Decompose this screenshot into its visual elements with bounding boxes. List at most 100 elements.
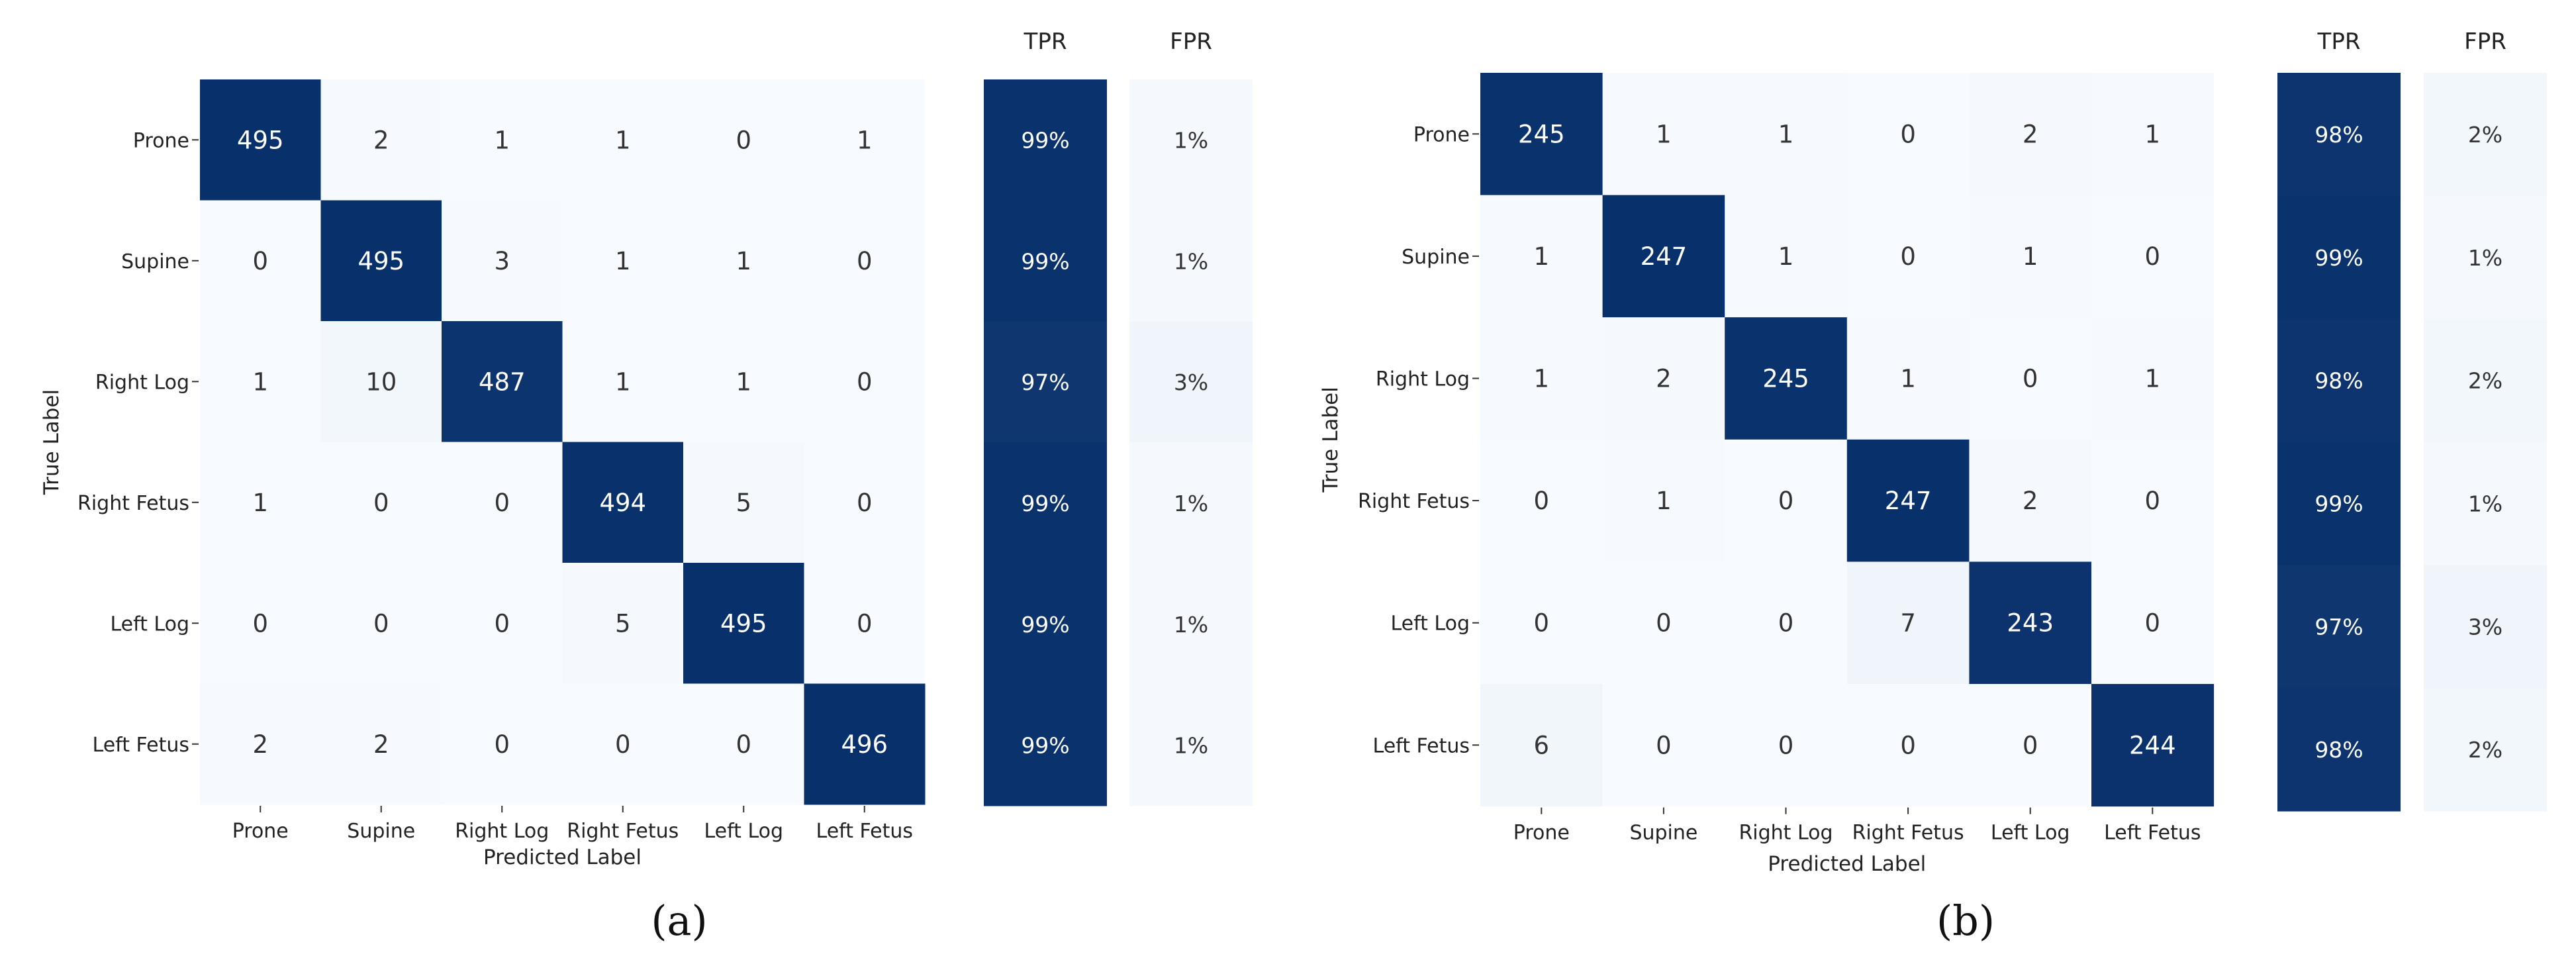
fpr-cell [2424,195,2547,320]
x-tick-label: Left Log [1991,822,2070,845]
fpr-value-label: 3% [2468,614,2503,640]
cell-value-label: 0 [2023,731,2038,759]
fpr-value-label: 1% [1174,248,1208,274]
y-axis-label: True Label [1319,387,1343,493]
heatmap-cell [562,563,684,684]
y-tick-label: Supine [121,250,189,273]
heatmap-cell [1602,561,1725,685]
tpr-value-label: 97% [1021,369,1069,395]
y-tick-label: Right Log [95,371,189,394]
tpr-cell [2277,565,2401,689]
cell-value-label: 2 [2023,487,2038,515]
x-tick-label: Left Log [704,820,783,843]
cell-value-label: 0 [373,489,389,517]
fpr-value-label: 1% [2468,245,2503,271]
heatmap-cell [2091,561,2215,685]
cell-value-label: 0 [2145,242,2161,271]
tpr-cell [984,442,1107,564]
tpr-cell [2277,442,2401,565]
heatmap-cell [1602,317,1725,440]
cell-value-label: 1 [736,367,751,396]
fpr-cell [2424,688,2547,812]
tpr-cell [984,563,1107,685]
heatmap-cell [2091,195,2215,318]
heatmap-cell [683,79,804,201]
heatmap-cell [1480,561,1603,685]
cell-value-label: 0 [2023,365,2038,393]
cell-value-label: 1 [615,367,631,396]
cell-value-label: 2 [1656,365,1672,393]
fpr-cell [1129,79,1253,201]
tpr-value-label: 99% [1021,127,1069,153]
heatmap-cell [1480,684,1603,807]
cell-value-label: 7 [1900,609,1916,638]
cell-value-label: 2 [373,730,389,759]
cell-value-label: 0 [252,609,268,638]
heatmap-cell [442,200,563,322]
y-tick-label: Right Fetus [1358,490,1470,513]
cell-value-label: 0 [494,730,510,759]
cell-value-label: 0 [1900,120,1916,148]
y-tick-label: Right Log [1376,368,1470,391]
heatmap-cell [200,321,321,442]
cell-value-label: 247 [1641,242,1688,271]
heatmap-cell [683,321,804,442]
cell-value-label: 245 [1762,365,1809,393]
cell-value-label: 0 [1656,609,1672,638]
heatmap-cell [442,321,563,442]
heatmap-cell [320,200,442,322]
cell-value-label: 0 [857,609,873,638]
heatmap-cell [1846,684,1970,807]
heatmap-cell [562,442,684,563]
tpr-cell [984,200,1107,322]
panel-caption: (b) [1936,896,1995,945]
cell-value-label: 1 [1534,365,1550,393]
heatmap-cell [1969,195,2092,318]
fpr-cell [2424,73,2547,197]
heatmap-cell [804,321,926,442]
heatmap-cell [442,79,563,201]
x-tick-label: Supine [347,820,415,843]
heatmap-cell [1602,439,1725,562]
heatmap-cell [1602,73,1725,196]
fpr-value-label: 1% [1174,127,1208,153]
cell-value-label: 0 [736,126,751,154]
cell-value-label: 1 [1534,242,1550,271]
y-tick-label: Prone [133,129,189,152]
tpr-value-label: 99% [2314,245,2363,271]
tpr-cell [2277,318,2401,442]
cell-value-label: 0 [494,489,510,517]
cell-value-label: 0 [1656,731,1672,759]
heatmap-cell [1480,439,1603,562]
cell-value-label: 0 [736,730,751,759]
x-tick-label: Right Log [455,820,549,843]
cell-value-label: 1 [736,247,751,275]
y-tick-label: Left Log [1390,612,1470,636]
heatmap-cell [1725,439,1848,562]
cell-value-label: 1 [2023,242,2038,271]
cell-value-label: 1 [252,367,268,396]
tpr-value-label: 98% [2314,368,2363,394]
y-tick-label: Left Log [110,612,189,636]
panel-a: 495 2 1 1 0 10 495 3 1 1 01 10 487 1 1 01 0 0 494 5 00 0 0 5 495… [40,28,1253,945]
fpr-title: FPR [1170,28,1212,55]
heatmap-cell [2091,439,2215,562]
heatmap-cell [200,442,321,563]
x-tick-label: Right Fetus [1852,822,1964,845]
heatmap-cell [683,683,804,805]
x-axis-label: Predicted Label [1768,852,1926,876]
fpr-value-label: 3% [1174,369,1208,395]
fpr-value-label: 1% [1174,612,1208,638]
cell-value-label: 495 [237,126,284,154]
cell-value-label: 243 [2007,609,2054,638]
tpr-value-label: 98% [2314,122,2363,148]
y-tick-label: Prone [1413,123,1470,146]
cell-value-label: 1 [1900,365,1916,393]
heatmap-cell [804,563,926,684]
cell-value-label: 0 [1900,731,1916,759]
heatmap-cell [1480,195,1603,318]
cell-value-label: 1 [1656,120,1672,148]
heatmap-cell [1725,73,1848,196]
cell-value-label: 495 [720,609,767,638]
heatmap-cell [320,442,442,563]
